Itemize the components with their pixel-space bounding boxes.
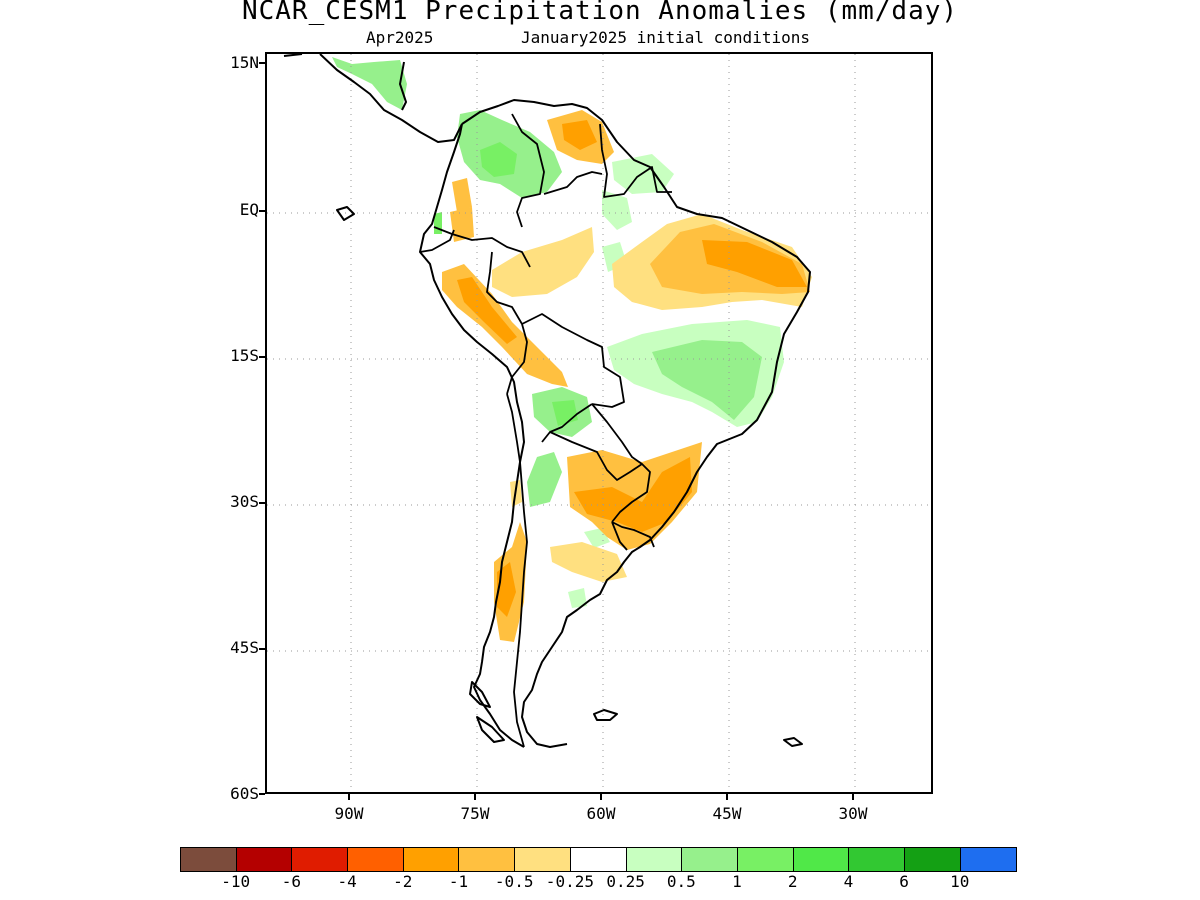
colorbar-label: -2	[393, 872, 413, 891]
colorbar-swatch	[960, 848, 1017, 871]
wet-area-argentina-north	[527, 452, 562, 507]
map-gridlines	[267, 54, 931, 792]
dry-area-colombia-west	[452, 178, 472, 212]
lon-tick	[726, 794, 728, 800]
coastline-central-america	[283, 54, 463, 143]
colorbar-swatch	[904, 848, 961, 871]
border-bolivia-paraguay	[541, 403, 593, 443]
coastline-chile-islands	[469, 681, 505, 743]
colorbar-label: 2	[787, 872, 798, 891]
lat-label-eq: EQ	[239, 200, 259, 219]
lon-tick	[852, 794, 854, 800]
map-panel	[265, 52, 933, 794]
dry-area-venezuela-core	[562, 120, 597, 150]
coastline-south-georgia	[783, 737, 803, 747]
dry-area-northeast-brazil-strong	[702, 240, 807, 287]
lon-tick	[474, 794, 476, 800]
lon-tick	[600, 794, 602, 800]
lat-label-30s: 30S	[230, 492, 259, 511]
border-peru-bolivia	[506, 323, 528, 395]
wet-area-patagonia	[568, 588, 587, 608]
border-peru-brazil	[486, 251, 523, 325]
colorbar-label: 10	[950, 872, 970, 891]
map-title: NCAR_CESM1 Precipitation Anomalies (mm/d…	[241, 0, 959, 26]
dry-area-la-plata-core	[574, 457, 692, 532]
border-chile-argentina	[506, 393, 528, 748]
border-bolivia-brazil	[521, 313, 625, 408]
dry-anomaly-areas	[442, 110, 812, 642]
dry-area-chile-core	[497, 562, 516, 617]
lat-tick	[259, 648, 265, 650]
colorbar-label: 6	[899, 872, 909, 891]
lat-tick	[259, 793, 265, 795]
dry-area-amazon	[492, 227, 594, 297]
wet-area-colombia-core	[480, 142, 517, 177]
border-colombia-venezuela	[511, 113, 545, 228]
lat-label-15s: 15S	[230, 346, 259, 365]
colorbar-swatch	[515, 848, 571, 871]
colorbar-label: -1	[448, 872, 469, 891]
forecast-month: Apr2025	[366, 28, 434, 47]
dry-area-pampas	[550, 542, 627, 582]
colorbar-swatch	[570, 848, 627, 871]
border-paraguay	[549, 403, 643, 481]
dry-area-ecuador	[450, 207, 474, 242]
colorbar-swatch	[292, 848, 349, 871]
colorbar-swatch	[181, 848, 237, 871]
colorbar-swatch	[682, 848, 738, 871]
colorbar-swatch	[626, 848, 683, 871]
lat-tick	[259, 356, 265, 358]
wet-area-central-america	[332, 57, 407, 110]
lon-tick	[348, 794, 350, 800]
border-ecuador-peru	[419, 229, 455, 253]
colorbar-swatch	[236, 848, 293, 871]
national-borders	[419, 113, 672, 748]
coastline-south-america	[419, 99, 811, 748]
initial-conditions: January2025 initial conditions	[521, 28, 810, 47]
wet-area-central-brazil	[602, 190, 632, 230]
dry-area-peru-core	[457, 277, 517, 344]
colorbar-label: -4	[337, 872, 357, 891]
wet-area-east-brazil-core	[652, 340, 762, 420]
coastline-falklands	[593, 709, 618, 721]
colorbar-swatch	[403, 848, 460, 871]
border-argentina-brazil	[611, 463, 651, 523]
lon-label-60w: 60W	[586, 804, 616, 823]
border-venezuela-brazil	[543, 171, 603, 195]
colorbar-swatch	[737, 848, 794, 871]
colorbar-label: -10	[221, 872, 251, 891]
colorbar-swatch	[849, 848, 905, 871]
border-uruguay	[611, 521, 655, 551]
lat-label-45s: 45S	[230, 638, 259, 657]
lon-label-75w: 75W	[460, 804, 490, 823]
colorbar-label: -0.25	[545, 872, 594, 891]
border-venezuela-guyana	[599, 123, 672, 198]
lat-label-15n: 15N	[230, 53, 259, 72]
colorbar-label: 1	[732, 872, 742, 891]
coastlines	[283, 54, 811, 748]
lon-label-30w: 30W	[838, 804, 868, 823]
colorbar	[180, 847, 1018, 872]
colorbar-label: 4	[843, 872, 854, 891]
lat-tick	[259, 210, 265, 212]
wet-anomaly-areas	[332, 57, 784, 608]
lat-tick	[259, 502, 265, 504]
coastline-galapagos	[336, 206, 355, 221]
lat-tick	[259, 62, 265, 64]
colorbar-label: 0.25	[606, 872, 645, 891]
colorbar-label: -6	[281, 872, 302, 891]
lon-label-45w: 45W	[712, 804, 742, 823]
colorbar-label: 0.5	[666, 872, 696, 891]
lat-label-60s: 60S	[230, 784, 259, 803]
colorbar-swatch	[348, 848, 404, 871]
map-canvas	[267, 54, 931, 792]
lon-label-90w: 90W	[334, 804, 364, 823]
colorbar-swatch	[793, 848, 850, 871]
colorbar-label: -0.5	[494, 872, 534, 891]
colorbar-swatch	[459, 848, 516, 871]
